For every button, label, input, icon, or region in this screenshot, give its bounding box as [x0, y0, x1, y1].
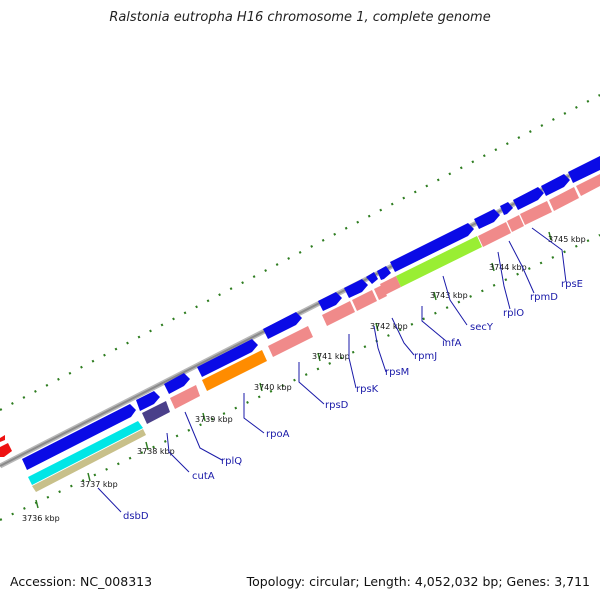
red-gene-small — [0, 435, 5, 442]
kbp-label: 3738 kbp — [137, 447, 175, 456]
kbp-labels: 3736 kbp 3737 kbp 3738 kbp 3739 kbp 3740… — [22, 235, 586, 523]
gene-label-rpmD: rpmD — [530, 292, 558, 303]
kbp-label: 3744 kbp — [489, 263, 527, 272]
outer-dotted-guide — [0, 94, 600, 411]
pink-gene — [374, 285, 387, 300]
kbp-label: 3740 kbp — [254, 383, 292, 392]
gene-arrow — [263, 312, 302, 339]
pink-gene — [478, 222, 511, 247]
pink-gene — [170, 385, 200, 409]
pink-gene — [549, 187, 579, 211]
dark-blue-gene — [142, 401, 170, 424]
pink-gene — [352, 290, 377, 311]
gene-label-rpsD: rpsD — [325, 400, 349, 411]
tan-gene — [32, 429, 146, 492]
gene-label-dsbD: dsbD — [123, 511, 149, 522]
topology-text: Topology: circular; Length: 4,052,032 bp… — [246, 574, 590, 589]
forward-genes — [22, 156, 600, 470]
scale-dots — [0, 94, 600, 521]
gene-label-rpoA: rpoA — [266, 429, 290, 440]
gene-arrow — [136, 391, 160, 411]
pink-gene — [322, 301, 355, 326]
kbp-label: 3736 kbp — [22, 514, 60, 523]
gene-arrow — [568, 156, 600, 183]
orange-gene — [202, 350, 267, 391]
gene-arrow — [390, 223, 474, 272]
gene-arrow — [377, 266, 391, 280]
pink-gene — [507, 215, 524, 232]
lower-track-genes — [28, 174, 600, 492]
gene-arrow — [318, 292, 342, 311]
gene-arrow — [344, 279, 368, 298]
gene-label-rpsK: rpsK — [356, 384, 379, 395]
pink-gene — [576, 174, 600, 196]
gene-label-rplQ: rplQ — [221, 456, 242, 467]
gene-arrow — [22, 404, 136, 470]
kbp-label: 3739 kbp — [195, 415, 233, 424]
gene-label-rplO: rplO — [503, 308, 524, 319]
gene-arrow — [366, 272, 378, 284]
kbp-label: 3745 kbp — [548, 235, 586, 244]
green-gene — [396, 236, 482, 287]
gene-arrow — [197, 339, 258, 377]
kbp-label: 3737 kbp — [80, 480, 118, 489]
inner-dotted-guide — [0, 234, 600, 521]
gene-label-infA: infA — [442, 338, 462, 349]
gene-label-rpmJ: rpmJ — [414, 351, 437, 362]
kbp-label: 3741 kbp — [312, 352, 350, 361]
pink-gene — [520, 201, 552, 225]
gene-arrow — [164, 373, 190, 394]
kbp-label: 3742 kbp — [370, 322, 408, 331]
gene-leaders — [97, 227, 567, 513]
chromosome-backbone — [0, 157, 600, 469]
gene-arrow — [541, 174, 570, 196]
gene-label-rpsM: rpsM — [385, 367, 409, 378]
gene-label-secY: secY — [470, 322, 494, 333]
map-title: Ralstonia eutropha H16 chromosome 1, com… — [109, 10, 491, 25]
gene-arrow — [513, 187, 544, 210]
pink-gene — [268, 326, 313, 357]
gene-arrow — [500, 202, 513, 215]
pink-gene — [380, 276, 401, 295]
red-gene — [0, 443, 12, 457]
gene-labels: dsbD cutA rplQ rpoA rpsD rpsK rpsM rpmJ … — [123, 279, 583, 522]
gene-label-rpsE: rpsE — [561, 279, 583, 290]
cyan-gene — [28, 421, 143, 485]
kbp-ticks — [35, 231, 552, 509]
gene-arrow — [474, 209, 500, 229]
accession-text: Accession: NC_008313 — [10, 574, 153, 589]
gene-label-cutA: cutA — [192, 471, 215, 482]
